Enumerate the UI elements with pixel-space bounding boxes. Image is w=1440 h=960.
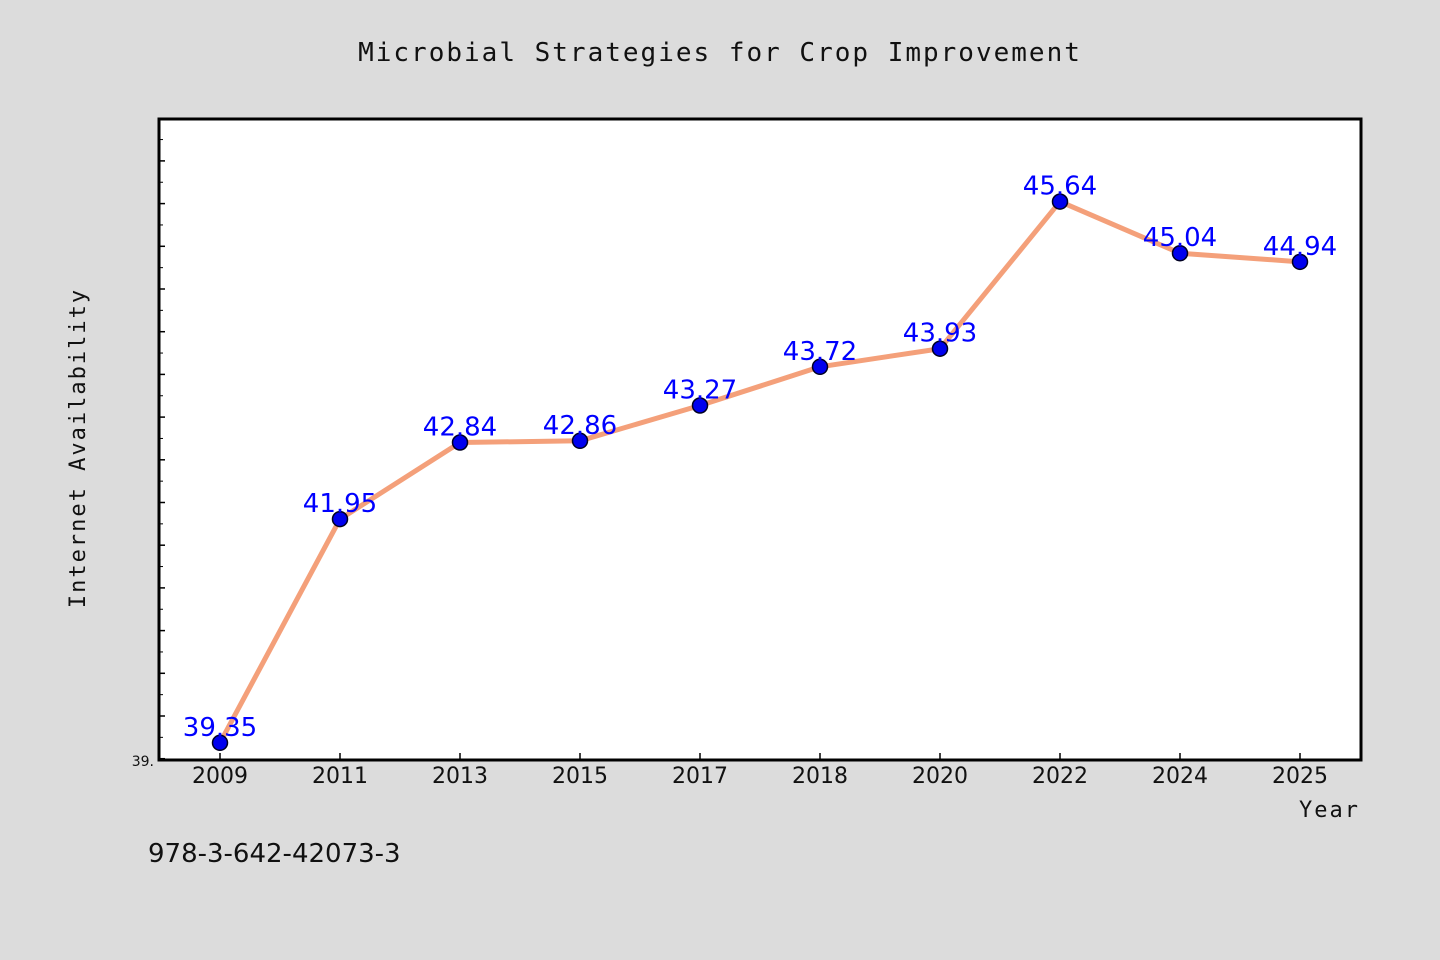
y-tick-label: 39. <box>132 754 154 770</box>
series-line <box>217 199 1301 744</box>
data-label: 42.84 <box>423 413 497 443</box>
data-point <box>1171 244 1189 262</box>
x-tick-label: 2011 <box>312 764 368 789</box>
chart-title: Microbial Strategies for Crop Improvemen… <box>358 38 1082 68</box>
y-axis-label: Internet Availability <box>66 288 91 608</box>
data-point <box>571 432 589 450</box>
data-point <box>1291 253 1309 271</box>
x-tick-label: 2020 <box>912 764 968 789</box>
x-tick-label: 2018 <box>792 764 848 789</box>
data-label: 42.86 <box>543 411 617 441</box>
data-point <box>451 434 469 451</box>
data-point <box>1051 193 1069 210</box>
data-label: 41.95 <box>303 489 377 519</box>
data-markers <box>211 193 1309 752</box>
x-tick-label: 2015 <box>552 764 608 789</box>
data-point <box>691 397 709 414</box>
data-point <box>331 510 349 528</box>
data-labels: 39.35 41.95 42.84 42.86 43.27 43.72 43.93 45.64… <box>183 172 1337 743</box>
data-point <box>931 340 949 357</box>
x-tick-label: 2022 <box>1032 764 1088 789</box>
data-label: 45.64 <box>1023 172 1097 202</box>
data-point <box>211 734 229 752</box>
x-tick-label: 2024 <box>1152 764 1208 789</box>
data-point <box>811 358 829 376</box>
x-tick-label: 2009 <box>192 764 248 789</box>
data-label: 44.94 <box>1263 232 1337 262</box>
data-label: 43.27 <box>663 376 737 406</box>
data-label: 43.93 <box>903 319 977 349</box>
plot-area <box>157 117 1363 762</box>
x-tick-label: 2017 <box>672 764 728 789</box>
data-label: 45.04 <box>1143 223 1217 253</box>
x-axis-label: Year <box>1299 798 1360 823</box>
y-axis-ticks <box>159 139 165 760</box>
x-tick-label: 2025 <box>1272 764 1328 789</box>
data-label: 43.72 <box>783 337 857 367</box>
data-label: 39.35 <box>183 713 257 743</box>
x-tick-label: 2013 <box>432 764 488 789</box>
x-axis-ticks: 2009 2011 2013 2015 2017 2018 2020 2022 2024 2025 <box>192 753 1328 789</box>
